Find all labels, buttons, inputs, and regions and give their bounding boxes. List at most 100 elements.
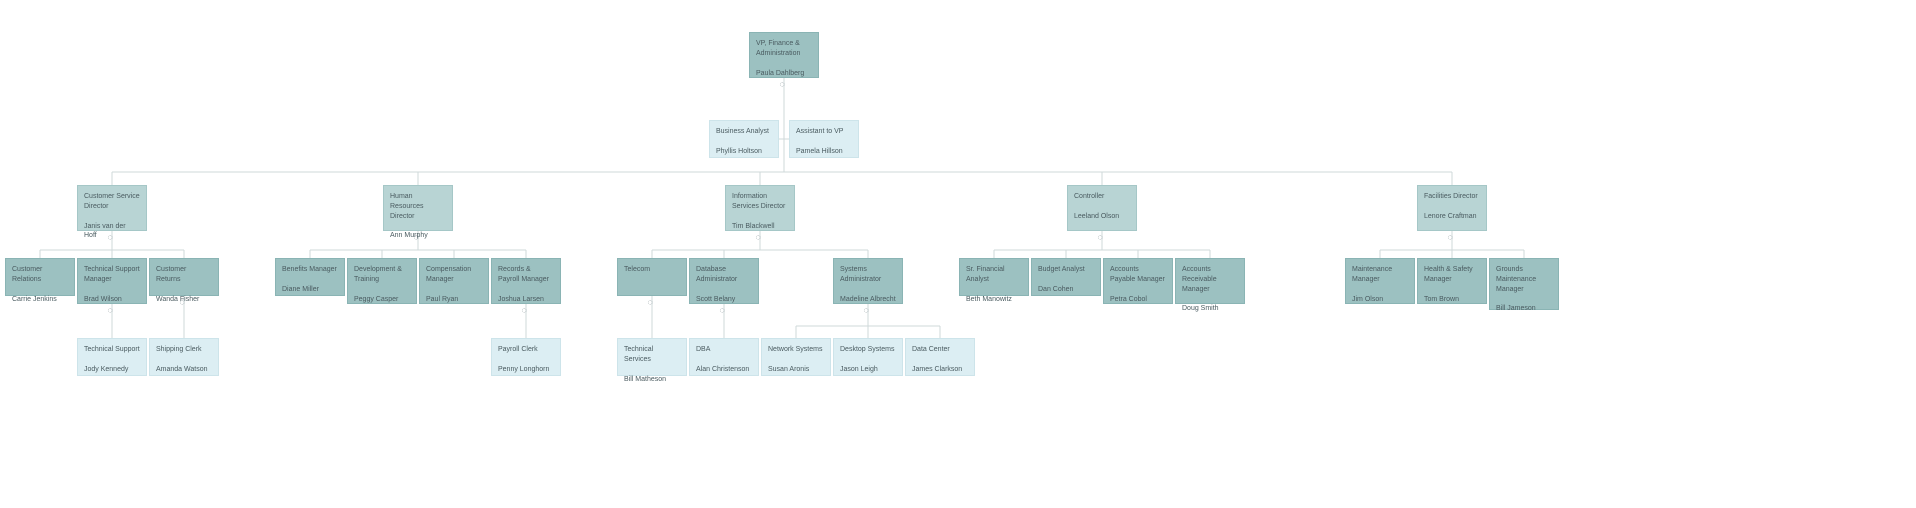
org-node-hsm[interactable]: Health & Safety Manager Tom Brown	[1417, 258, 1487, 304]
org-node-name: Diane Miller	[282, 285, 338, 295]
org-node-title: Controller	[1074, 192, 1130, 202]
org-node-ban[interactable]: Budget AnalystDan Cohen	[1031, 258, 1101, 296]
org-node-title: DBA	[696, 345, 752, 355]
org-node-name: Joshua Larsen	[498, 295, 554, 305]
org-node-title: Sr. Financial Analyst	[966, 265, 1022, 285]
org-node-ctrl[interactable]: Controller Leeland Olson	[1067, 185, 1137, 231]
collapse-icon[interactable]: ◌	[864, 306, 873, 315]
org-node-ns[interactable]: Network Systems Susan Aronis	[761, 338, 831, 376]
org-node-ts[interactable]: Technical SupportJody Kennedy	[77, 338, 147, 376]
org-node-name: Tom Brown	[1424, 295, 1480, 305]
org-node-bm[interactable]: Benefits Manager Diane Miller	[275, 258, 345, 296]
org-node-name: Alan Christenson	[696, 365, 752, 375]
org-node-ba[interactable]: Business Analyst Phyllis Holtson	[709, 120, 779, 158]
org-node-hrd[interactable]: Human Resources DirectorAnn Murphy	[383, 185, 453, 231]
org-node-title: Database Administrator	[696, 265, 752, 285]
org-node-apm[interactable]: Accounts Payable Manager Petra Cobol	[1103, 258, 1173, 304]
org-node-sfa[interactable]: Sr. Financial AnalystBeth Manowitz	[959, 258, 1029, 296]
org-node-title: Telecom	[624, 265, 680, 275]
org-node-name: James Clarkson	[912, 365, 968, 375]
collapse-icon[interactable]: ◌	[1448, 233, 1457, 242]
org-node-name: Beth Manowitz	[966, 295, 1022, 305]
org-node-title: Customer Relations	[12, 265, 68, 285]
org-node-title: Human Resources Director	[390, 192, 446, 221]
org-node-title: Network Systems	[768, 345, 824, 355]
org-node-isd[interactable]: Information Services Director Tim Blackwe…	[725, 185, 795, 231]
org-node-title: Technical Support Manager	[84, 265, 140, 285]
org-node-name: Paul Ryan	[426, 295, 482, 305]
org-node-title: Development & Training	[354, 265, 410, 285]
org-node-name: Jason Leigh	[840, 365, 896, 375]
org-node-name: Penny Longhorn	[498, 365, 554, 375]
org-node-name: Susan Aronis	[768, 365, 824, 375]
org-node-title: Payroll Clerk	[498, 345, 554, 355]
org-node-title: Budget Analyst	[1038, 265, 1094, 275]
org-node-sa[interactable]: Systems Administrator Madeline Albrecht	[833, 258, 903, 304]
connector-layer	[0, 0, 1916, 508]
org-node-title: Accounts Receivable Manager	[1182, 265, 1238, 294]
org-node-name: Paula Dahlberg	[756, 69, 812, 79]
collapse-icon[interactable]: ◌	[522, 306, 531, 315]
org-node-fac[interactable]: Facilities Director Lenore Craftman	[1417, 185, 1487, 231]
org-node-name: Amanda Watson	[156, 365, 212, 375]
org-node-title: Customer Returns	[156, 265, 212, 285]
org-node-name: Bill Matheson	[624, 375, 680, 385]
collapse-icon[interactable]: ◌	[1098, 233, 1107, 242]
org-node-title: Technical Support	[84, 345, 140, 355]
org-node-name: Leeland Olson	[1074, 212, 1130, 222]
org-node-title: Benefits Manager	[282, 265, 338, 275]
collapse-icon[interactable]: ◌	[780, 80, 789, 89]
org-node-csd[interactable]: Customer Service DirectorJanis van der H…	[77, 185, 147, 231]
org-chart-canvas: VP, Finance & AdministrationPaula Dahlbe…	[0, 0, 1916, 508]
org-node-cr[interactable]: Customer RelationsCarrie Jenkins	[5, 258, 75, 296]
org-node-name: Madeline Albrecht	[840, 295, 896, 305]
org-node-arm[interactable]: Accounts Receivable ManagerDoug Smith	[1175, 258, 1245, 304]
org-node-title: Assistant to VP	[796, 127, 852, 137]
org-node-dba[interactable]: Database Administrator Scott Belany	[689, 258, 759, 304]
org-node-cm[interactable]: Compensation Manager Paul Ryan	[419, 258, 489, 304]
org-node-title: Accounts Payable Manager	[1110, 265, 1166, 285]
org-node-title: Customer Service Director	[84, 192, 140, 212]
org-node-name: Wanda Fisher	[156, 295, 212, 305]
org-node-mm[interactable]: Maintenance Manager Jim Olson	[1345, 258, 1415, 304]
org-node-title: Health & Safety Manager	[1424, 265, 1480, 285]
org-node-name: Tim Blackwell	[732, 222, 788, 232]
org-node-title: Maintenance Manager	[1352, 265, 1408, 285]
org-node-tel[interactable]: Telecom	[617, 258, 687, 296]
org-node-name: Brad Wilson	[84, 295, 140, 305]
org-node-name: Ann Murphy	[390, 231, 446, 241]
org-node-name: Bill Jameson	[1496, 304, 1552, 314]
org-node-title: Data Center	[912, 345, 968, 355]
org-node-name: Pamela Hillson	[796, 147, 852, 157]
org-node-ds[interactable]: Desktop SystemsJason Leigh	[833, 338, 903, 376]
org-node-gmm[interactable]: Grounds Maintenance ManagerBill Jameson	[1489, 258, 1559, 310]
org-node-title: Compensation Manager	[426, 265, 482, 285]
org-node-avp[interactable]: Assistant to VP Pamela Hillson	[789, 120, 859, 158]
org-node-name: Jim Olson	[1352, 295, 1408, 305]
org-node-title: Facilities Director	[1424, 192, 1480, 202]
org-node-sc[interactable]: Shipping ClerkAmanda Watson	[149, 338, 219, 376]
org-node-name: Lenore Craftman	[1424, 212, 1480, 222]
org-node-rpm[interactable]: Records & Payroll ManagerJoshua Larsen	[491, 258, 561, 304]
collapse-icon[interactable]: ◌	[720, 306, 729, 315]
collapse-icon[interactable]: ◌	[648, 298, 657, 307]
org-node-title: Information Services Director	[732, 192, 788, 212]
org-node-pc[interactable]: Payroll Clerk Penny Longhorn	[491, 338, 561, 376]
org-node-name: Doug Smith	[1182, 304, 1238, 314]
org-node-title: Business Analyst	[716, 127, 772, 137]
org-node-title: Technical Services	[624, 345, 680, 365]
org-node-dtm[interactable]: Development & TrainingPeggy Casper	[347, 258, 417, 304]
org-node-tsvc[interactable]: Technical ServicesBill Matheson	[617, 338, 687, 376]
org-node-dc[interactable]: Data Center James Clarkson	[905, 338, 975, 376]
collapse-icon[interactable]: ◌	[108, 306, 117, 315]
org-node-title: Systems Administrator	[840, 265, 896, 285]
org-node-name: Scott Belany	[696, 295, 752, 305]
org-node-name: Petra Cobol	[1110, 295, 1166, 305]
org-node-dba2[interactable]: DBA Alan Christenson	[689, 338, 759, 376]
collapse-icon[interactable]: ◌	[756, 233, 765, 242]
org-node-name: Phyllis Holtson	[716, 147, 772, 157]
org-node-name: Janis van der Hoff	[84, 222, 140, 242]
org-node-cret[interactable]: Customer ReturnsWanda Fisher	[149, 258, 219, 296]
org-node-tsm[interactable]: Technical Support Manager Brad Wilson	[77, 258, 147, 304]
org-node-vp[interactable]: VP, Finance & AdministrationPaula Dahlbe…	[749, 32, 819, 78]
